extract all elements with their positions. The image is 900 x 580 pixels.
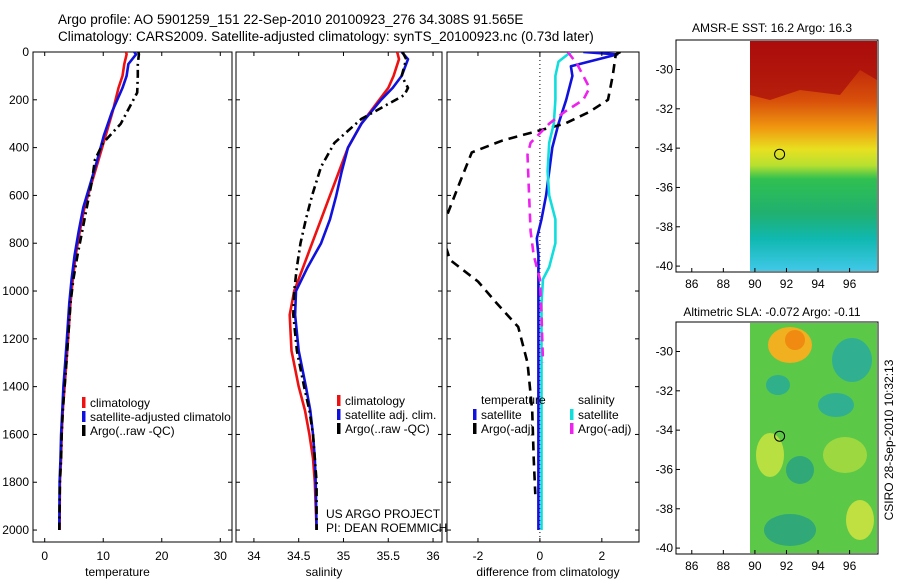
argo-position-marker xyxy=(774,430,786,442)
map-y-tick-label: -36 xyxy=(656,180,674,194)
project-annotation: PI: DEAN ROEMMICH xyxy=(326,521,447,535)
x-tick-label: 30 xyxy=(214,549,228,563)
map-x-tick-label: 86 xyxy=(685,277,699,291)
temp-legend-entry-label: Argo(..raw -QC) xyxy=(90,424,175,438)
diff-legend-entry-label: satellite xyxy=(481,408,522,422)
sla-map-blobs xyxy=(756,327,874,546)
series-line-argo-raw-qc- xyxy=(291,52,410,530)
y-tick-label: 400 xyxy=(9,141,29,155)
map-x-tick-label: 90 xyxy=(748,277,762,291)
sal-legend-entry-label: Argo(..raw -QC) xyxy=(345,422,430,436)
map-x-tick-label: 88 xyxy=(717,277,731,291)
diff-legend-entry-label: Argo(-adj) xyxy=(481,422,534,436)
sal-legend-entry-swatch xyxy=(337,423,341,434)
temp-legend-entry-label: satellite-adjusted climatolo xyxy=(90,410,231,424)
map-x-tick-label: 86 xyxy=(685,559,699,573)
diff-legend-group-title: temperature xyxy=(481,393,546,407)
x-tick-label: 10 xyxy=(97,549,111,563)
map-title: Altimetric SLA: -0.072 Argo: -0.11 xyxy=(683,305,861,319)
map-x-tick-label: 96 xyxy=(843,559,857,573)
map-y-tick-label: -38 xyxy=(656,502,674,516)
figure-title-line1: Argo profile: AO 5901259_151 22-Sep-2010… xyxy=(58,12,524,27)
series-line-temperature-argo-adj- xyxy=(447,52,622,495)
y-tick-label: 2000 xyxy=(2,523,29,537)
map-title: AMSR-E SST: 16.2 Argo: 16.3 xyxy=(692,21,852,35)
y-tick-label: 0 xyxy=(22,45,29,59)
map-y-tick-label: -30 xyxy=(656,344,674,358)
map-y-tick-label: -34 xyxy=(656,141,674,155)
sal-legend-entry-label: climatology xyxy=(345,394,405,408)
x-tick-label: 34 xyxy=(247,549,261,563)
y-tick-label: 1800 xyxy=(2,475,29,489)
x-tick-label: 0 xyxy=(537,549,544,563)
argo-position-marker xyxy=(774,148,786,160)
series-line-salinity-satellite xyxy=(540,52,572,530)
diff-legend-group-title: salinity xyxy=(578,393,615,407)
map-x-tick-label: 92 xyxy=(780,559,794,573)
x-tick-label: 36 xyxy=(426,549,440,563)
figure-title-line2: Climatology: CARS2009. Satellite-adjuste… xyxy=(58,29,594,44)
y-tick-label: 200 xyxy=(9,93,29,107)
temperature-axes xyxy=(32,51,233,543)
temp-legend-entry-swatch xyxy=(82,397,86,408)
map-y-tick-label: -34 xyxy=(656,423,674,437)
salinity-axes xyxy=(235,51,443,543)
map-x-tick-label: 96 xyxy=(843,277,857,291)
temp-legend-entry-swatch xyxy=(82,411,86,422)
y-tick-label: 800 xyxy=(9,236,29,250)
series-line-climatology xyxy=(288,52,401,531)
map-y-tick-label: -30 xyxy=(656,62,674,76)
x-tick-label: 34.5 xyxy=(287,549,311,563)
diff-legend-entry-swatch xyxy=(473,409,477,420)
diff-legend-entry-swatch xyxy=(473,423,477,434)
csiro-timestamp: CSIRO 28-Sep-2010 10:32:13 xyxy=(882,359,896,520)
map-x-tick-label: 94 xyxy=(811,277,825,291)
diff-legend-entry-swatch xyxy=(570,423,574,434)
x-axis-label: difference from climatology xyxy=(476,565,619,579)
x-tick-label: 20 xyxy=(155,549,169,563)
x-tick-label: 0 xyxy=(41,549,48,563)
map-y-tick-label: -32 xyxy=(656,384,674,398)
series-line-salinity-argo-adj- xyxy=(526,52,591,363)
map-x-tick-label: 92 xyxy=(780,277,794,291)
x-tick-label: 35.5 xyxy=(377,549,401,563)
y-tick-label: 1600 xyxy=(2,427,29,441)
map-y-tick-label: -40 xyxy=(656,259,674,273)
map-y-tick-label: -36 xyxy=(656,462,674,476)
x-tick-label: 35 xyxy=(337,549,351,563)
x-tick-label: -2 xyxy=(473,549,484,563)
x-axis-label: salinity xyxy=(306,565,343,579)
temp-legend-entry-swatch xyxy=(82,425,86,436)
series-line-argo-raw-qc- xyxy=(58,52,141,531)
map-y-tick-label: -32 xyxy=(656,102,674,116)
x-tick-label: 2 xyxy=(598,549,605,563)
map-y-tick-label: -38 xyxy=(656,220,674,234)
sal-legend-entry-swatch xyxy=(337,409,341,420)
diff-legend-entry-label: satellite xyxy=(578,408,619,422)
y-tick-label: 1400 xyxy=(2,380,29,394)
series-line-satellite-adj-clim- xyxy=(293,52,410,531)
x-axis-label: temperature xyxy=(85,565,150,579)
temp-legend-entry-label: climatology xyxy=(90,396,150,410)
sst-warm-patch xyxy=(750,41,877,100)
sal-legend-entry-swatch xyxy=(337,395,341,406)
sal-legend-entry-label: satellite adj. clim. xyxy=(345,408,436,422)
y-tick-label: 1000 xyxy=(2,284,29,298)
map-x-tick-label: 90 xyxy=(748,559,762,573)
diff-legend-entry-swatch xyxy=(570,409,574,420)
y-tick-label: 600 xyxy=(9,188,29,202)
map-x-tick-label: 94 xyxy=(811,559,825,573)
y-tick-label: 1200 xyxy=(2,332,29,346)
project-annotation: US ARGO PROJECT xyxy=(326,507,441,521)
map-x-tick-label: 88 xyxy=(717,559,731,573)
series-line-temperature-satellite xyxy=(535,52,619,530)
map-y-tick-label: -40 xyxy=(656,541,674,555)
diff-legend-entry-label: Argo(-adj) xyxy=(578,422,631,436)
